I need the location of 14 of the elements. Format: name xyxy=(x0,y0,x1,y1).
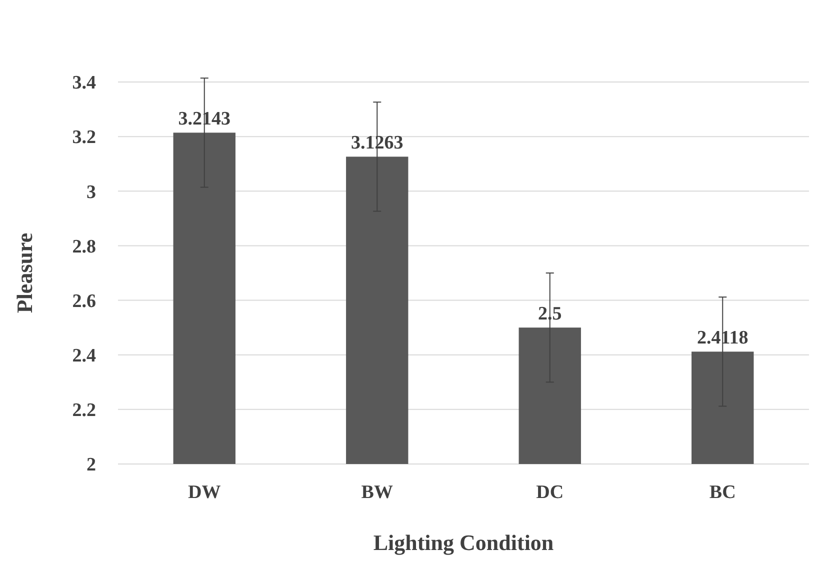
x-tick-label: DC xyxy=(536,482,564,503)
x-tick-label: BW xyxy=(361,482,393,503)
y-tick-label: 3.2 xyxy=(72,127,96,148)
y-tick-label: 2.8 xyxy=(72,236,96,258)
y-tick-label: 2.4 xyxy=(72,346,96,367)
x-tick-label: DW xyxy=(188,482,221,503)
y-tick-label: 2 xyxy=(86,454,96,476)
y-axis-title: Pleasure xyxy=(12,232,37,314)
x-tick-label: BC xyxy=(709,482,736,503)
x-axis-title: Lighting Condition xyxy=(373,530,554,555)
y-tick-label: 2.6 xyxy=(72,290,96,312)
y-tick-label: 3.4 xyxy=(72,72,96,94)
y-tick-label: 3 xyxy=(86,182,96,203)
y-tick-label: 2.2 xyxy=(72,400,96,422)
